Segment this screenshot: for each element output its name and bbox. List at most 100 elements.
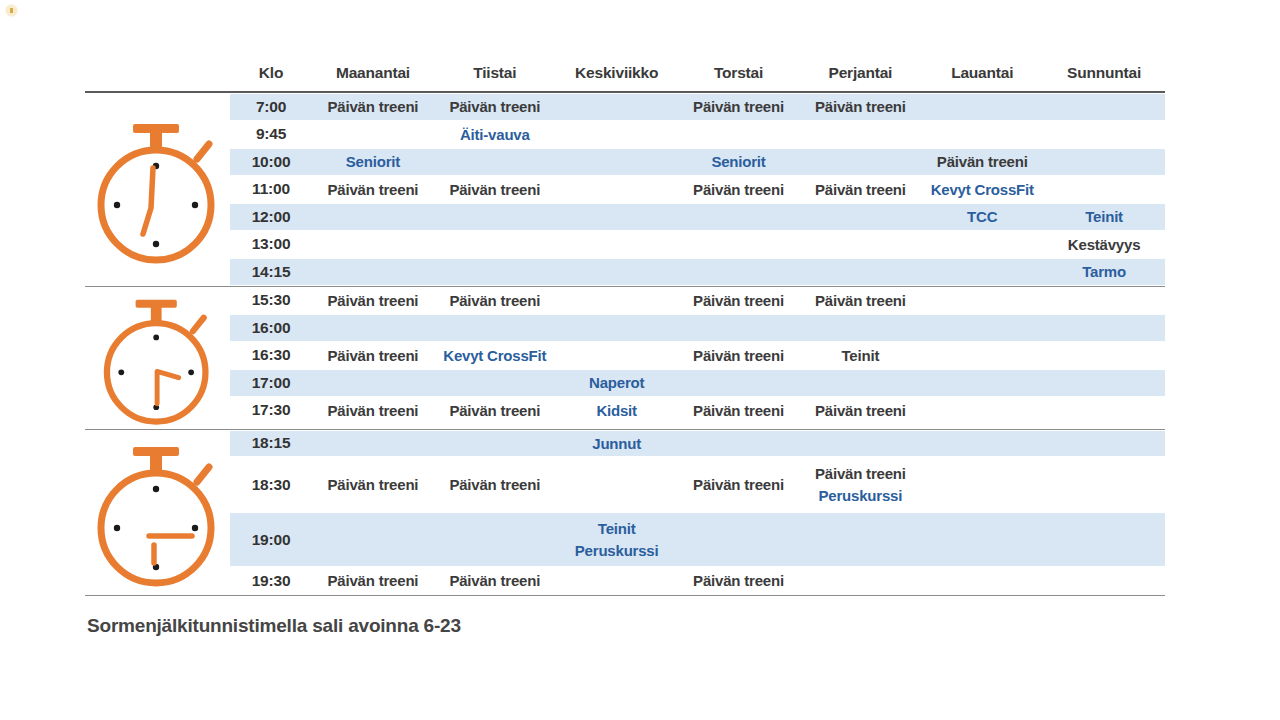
day-cell — [312, 314, 434, 342]
day-cell: Päivän treeni — [434, 567, 556, 595]
day-cell — [799, 258, 921, 286]
schedule-row: 17:00Naperot — [230, 369, 1165, 397]
schedule-row: 18:15Junnut — [230, 430, 1165, 458]
day-cell — [921, 342, 1043, 370]
day-cell — [921, 121, 1043, 149]
day-cell — [434, 258, 556, 286]
time-cell: 18:15 — [230, 430, 312, 458]
time-cell: 17:30 — [230, 397, 312, 425]
day-cell: Päivän treeni — [312, 342, 434, 370]
time-cell: 16:00 — [230, 314, 312, 342]
class-entry: Päivän treeni — [449, 572, 540, 589]
day-cell: Päivän treeni — [799, 397, 921, 425]
day-cell: Päivän treeni — [312, 176, 434, 204]
schedule-row: 15:30Päivän treeniPäivän treeniPäivän tr… — [230, 287, 1165, 315]
day-cell — [1043, 457, 1165, 512]
day-cell — [434, 512, 556, 567]
day-column-header: Torstai — [678, 64, 800, 82]
day-cell — [921, 287, 1043, 315]
day-cell — [678, 314, 800, 342]
day-cell — [556, 231, 678, 259]
class-entry: Päivän treeni — [328, 476, 419, 493]
schedule-row: 9:45 Äiti-vauva — [230, 121, 1165, 149]
class-entry: Päivän treeni — [449, 292, 540, 309]
day-cell — [921, 457, 1043, 512]
class-entry: Päivän treeni — [693, 292, 784, 309]
time-cell: 7:00 — [230, 93, 312, 121]
class-entry: Päivän treeni — [693, 347, 784, 364]
day-cell — [921, 314, 1043, 342]
class-entry: Päivän treeni — [328, 98, 419, 115]
stopwatch-evening-icon — [85, 430, 230, 595]
class-entry: Päivän treeni — [328, 292, 419, 309]
day-cell: Päivän treeni — [921, 148, 1043, 176]
time-cell: 14:15 — [230, 258, 312, 286]
day-cell — [678, 121, 800, 149]
time-cell: 11:00 — [230, 176, 312, 204]
day-cell — [921, 258, 1043, 286]
day-cell: Päivän treeni — [678, 457, 800, 512]
schedule-row: 16:00 — [230, 314, 1165, 342]
day-cell — [921, 567, 1043, 595]
day-cell — [678, 231, 800, 259]
class-entry: Päivän treeni — [328, 181, 419, 198]
schedule-row: 17:30Päivän treeniPäivän treeniKidsitPäi… — [230, 397, 1165, 425]
day-cell — [556, 121, 678, 149]
day-cell: Äiti-vauva — [434, 121, 556, 149]
day-cell — [1043, 369, 1165, 397]
schedule-row: 19:00TeinitPeruskurssi — [230, 512, 1165, 567]
day-cell — [921, 93, 1043, 121]
class-entry: Päivän treeni — [449, 402, 540, 419]
day-cell — [312, 231, 434, 259]
day-cell — [921, 397, 1043, 425]
day-cell: Päivän treeni — [312, 287, 434, 315]
day-cell: Kidsit — [556, 397, 678, 425]
class-entry: Päivän treeni — [815, 98, 906, 115]
day-cell: Tarmo — [1043, 258, 1165, 286]
day-cell: Päivän treeni — [678, 176, 800, 204]
class-entry: Päivän treeni — [449, 98, 540, 115]
class-entry: Päivän treeni — [815, 402, 906, 419]
class-entry: Päivän treeni — [815, 292, 906, 309]
class-entry: Peruskurssi — [575, 542, 659, 559]
stopwatch-morning-icon — [85, 93, 230, 286]
day-column-header: Tiistai — [434, 64, 556, 82]
day-cell — [556, 567, 678, 595]
schedule-row: 11:00 Päivän treeni Päivän treeni Päivän tr… — [230, 176, 1165, 204]
day-cell — [678, 258, 800, 286]
day-cell: Päivän treeni — [678, 342, 800, 370]
class-entry: Teinit — [842, 347, 880, 364]
day-cell: Kestävyys — [1043, 231, 1165, 259]
day-cell — [678, 203, 800, 231]
time-cell: 9:45 — [230, 121, 312, 149]
corner-mark — [6, 5, 17, 16]
class-entry: Äiti-vauva — [460, 126, 530, 143]
time-cell: 16:30 — [230, 342, 312, 370]
class-entry: Päivän treeni — [815, 465, 906, 482]
class-entry: Teinit — [598, 520, 636, 537]
day-cell — [678, 512, 800, 567]
stopwatch-afternoon-icon — [85, 287, 230, 429]
class-entry: Kestävyys — [1068, 236, 1140, 253]
day-cell — [556, 258, 678, 286]
class-entry: Kevyt CrossFit — [931, 181, 1034, 198]
class-entry: Kevyt CrossFit — [443, 347, 546, 364]
day-cell — [678, 369, 800, 397]
class-entry: Päivän treeni — [449, 181, 540, 198]
day-column-header: Maanantai — [312, 64, 434, 82]
day-cell: Päivän treeni — [434, 176, 556, 204]
day-cell: Teinit — [799, 342, 921, 370]
day-cell — [434, 369, 556, 397]
class-entry: Päivän treeni — [815, 181, 906, 198]
day-cell: Päivän treeni — [434, 457, 556, 512]
day-cell — [312, 258, 434, 286]
day-cell: Päivän treeni — [312, 567, 434, 595]
schedule-row: 12:00TCCTeinit — [230, 203, 1165, 231]
day-cell — [434, 231, 556, 259]
day-cell — [312, 203, 434, 231]
day-cell — [312, 369, 434, 397]
day-cell — [434, 203, 556, 231]
class-entry: TCC — [967, 208, 997, 225]
day-cell — [799, 567, 921, 595]
class-entry: Päivän treeni — [328, 572, 419, 589]
